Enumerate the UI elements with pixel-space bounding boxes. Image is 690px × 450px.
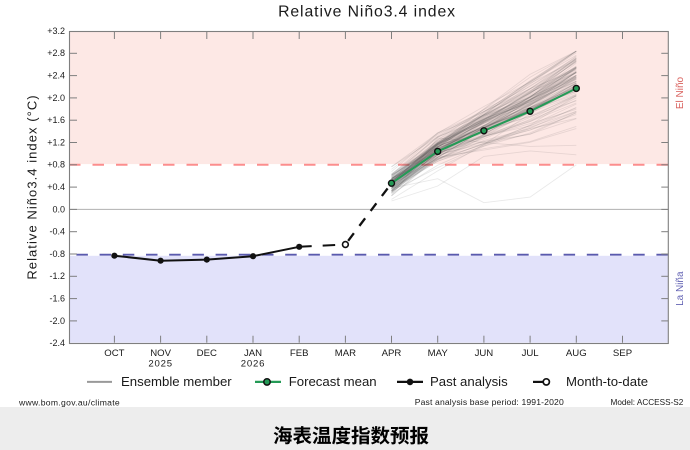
svg-text:JAN: JAN (244, 348, 262, 359)
svg-text:Forecast mean: Forecast mean (289, 374, 377, 389)
svg-text:La Niña: La Niña (675, 271, 686, 306)
svg-text:www.bom.gov.au/climate: www.bom.gov.au/climate (18, 398, 120, 408)
svg-text:AUG: AUG (566, 348, 587, 359)
svg-text:0.0: 0.0 (52, 204, 65, 214)
svg-text:2025: 2025 (148, 359, 173, 370)
svg-text:JUN: JUN (475, 348, 494, 359)
svg-text:+0.8: +0.8 (47, 160, 65, 170)
svg-text:-2.0: -2.0 (49, 316, 65, 326)
svg-text:DEC: DEC (197, 348, 217, 359)
svg-text:-0.8: -0.8 (49, 249, 65, 259)
svg-text:+2.4: +2.4 (47, 71, 65, 81)
svg-text:2026: 2026 (241, 359, 266, 370)
svg-text:OCT: OCT (104, 348, 124, 359)
svg-text:JUL: JUL (522, 348, 540, 359)
svg-text:-2.4: -2.4 (49, 338, 65, 348)
svg-text:APR: APR (382, 348, 402, 359)
svg-text:El Niño: El Niño (675, 76, 686, 109)
svg-text:+3.2: +3.2 (47, 26, 65, 36)
svg-text:MAY: MAY (428, 348, 449, 359)
svg-text:+2.8: +2.8 (47, 48, 65, 58)
svg-text:Past analysis base period: 199: Past analysis base period: 1991-2020 (415, 397, 564, 407)
svg-text:+2.0: +2.0 (47, 93, 65, 103)
svg-text:Past analysis: Past analysis (430, 374, 508, 389)
svg-text:+1.2: +1.2 (47, 137, 65, 147)
svg-text:+0.4: +0.4 (47, 182, 65, 192)
svg-text:+1.6: +1.6 (47, 115, 65, 125)
svg-text:MAR: MAR (335, 348, 356, 359)
svg-text:FEB: FEB (290, 348, 309, 359)
svg-text:SEP: SEP (613, 348, 632, 359)
svg-text:Ensemble member: Ensemble member (121, 374, 232, 389)
svg-text:NOV: NOV (150, 348, 171, 359)
svg-text:Model: ACCESS-S2: Model: ACCESS-S2 (611, 398, 684, 407)
svg-text:Month-to-date: Month-to-date (566, 374, 648, 389)
svg-text:-1.2: -1.2 (49, 271, 65, 281)
svg-text:-1.6: -1.6 (49, 294, 65, 304)
svg-text:Relative Niño3.4 index (°C): Relative Niño3.4 index (°C) (25, 94, 40, 279)
svg-text:Relative Niño3.4 index: Relative Niño3.4 index (278, 4, 456, 21)
svg-text:-0.4: -0.4 (49, 227, 65, 237)
